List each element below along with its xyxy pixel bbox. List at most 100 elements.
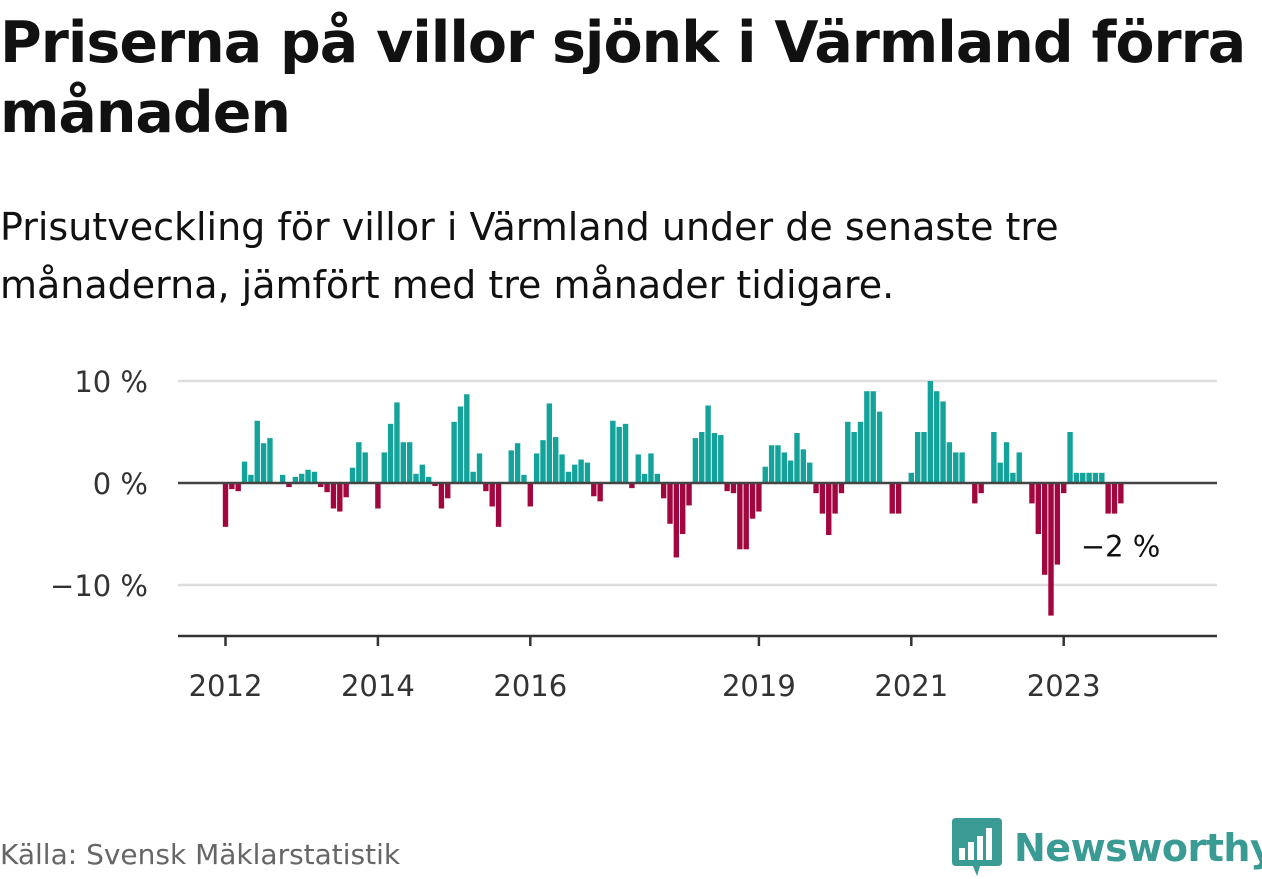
bar [889, 483, 895, 514]
bar [470, 471, 476, 483]
bar [591, 483, 597, 497]
bar [559, 454, 565, 483]
bar [438, 483, 445, 509]
bar [362, 452, 368, 483]
bar [914, 432, 921, 483]
bar [953, 452, 959, 483]
bar [292, 476, 299, 483]
bar [578, 459, 584, 483]
bar [667, 483, 673, 524]
bar [1035, 483, 1041, 534]
bar [464, 394, 470, 483]
bar [622, 423, 629, 483]
bar [908, 472, 914, 483]
bar [718, 435, 724, 483]
chart-subtitle: Prisutveckling för villor i Värmland und… [0, 205, 1059, 307]
bar [305, 469, 311, 483]
bar [324, 483, 330, 493]
bar [1041, 483, 1048, 575]
bar [660, 483, 667, 499]
bar [222, 483, 229, 527]
bar [787, 460, 794, 483]
y-tick-label: −10 % [50, 569, 148, 603]
bar [337, 483, 343, 512]
bar [1080, 472, 1086, 483]
bar [521, 474, 527, 483]
bar [616, 426, 622, 483]
bar [959, 452, 965, 483]
bar [927, 381, 934, 483]
bar [311, 471, 318, 483]
bar [838, 483, 845, 494]
bar [610, 420, 616, 483]
bar [299, 473, 305, 483]
x-tick-label: 2023 [1027, 669, 1101, 703]
bar [654, 473, 660, 483]
brand-logo: Newsworthy [952, 818, 1262, 878]
bar [845, 421, 851, 483]
source-note: Källa: Svensk Mäklarstatistik [0, 838, 401, 871]
bar [457, 406, 464, 483]
bar [400, 442, 406, 483]
bar [629, 483, 635, 489]
bar [413, 473, 419, 483]
bar [826, 483, 832, 536]
bar [972, 483, 978, 504]
bar [1073, 472, 1080, 483]
bar [635, 454, 641, 483]
bar [546, 403, 553, 483]
bar [533, 453, 540, 483]
bar [279, 474, 286, 483]
bar [1010, 472, 1016, 483]
bar [1092, 472, 1099, 483]
bar [832, 483, 838, 514]
bar [756, 483, 762, 512]
bar [775, 445, 781, 483]
bar [711, 433, 718, 483]
bar [489, 483, 495, 507]
x-tick-label: 2021 [874, 669, 948, 703]
bar [241, 461, 248, 483]
bar [553, 437, 559, 483]
bar [870, 391, 876, 483]
bar [514, 443, 521, 483]
bar [597, 483, 603, 502]
bar [394, 402, 400, 483]
bar [267, 438, 273, 483]
bar [978, 483, 984, 494]
bar [426, 476, 432, 483]
bar [1048, 483, 1054, 616]
bar [641, 473, 648, 483]
bar [857, 421, 864, 483]
bar [921, 432, 927, 483]
bar [692, 438, 699, 483]
bar [737, 483, 743, 550]
bar [527, 483, 533, 507]
bar [730, 483, 737, 494]
bar [419, 464, 426, 483]
bar [680, 483, 686, 534]
bar [387, 423, 394, 483]
bar [934, 391, 940, 483]
y-tick-label: 0 % [93, 467, 148, 501]
bar [1086, 472, 1092, 483]
bar [749, 483, 756, 519]
y-tick-label: 10 % [74, 365, 148, 399]
x-tick-label: 2014 [341, 669, 415, 703]
bar [895, 483, 902, 514]
bar [260, 443, 267, 483]
bar [349, 467, 356, 483]
bar [864, 391, 870, 483]
bar [673, 483, 680, 558]
bar [1105, 483, 1111, 514]
bar [699, 432, 705, 483]
bar [495, 483, 502, 527]
bar [445, 483, 451, 499]
bar [794, 433, 800, 483]
bar [997, 462, 1003, 483]
bar [381, 452, 387, 483]
bar [724, 483, 730, 492]
bar [406, 442, 413, 483]
bar [807, 462, 813, 483]
bar [1061, 483, 1067, 494]
